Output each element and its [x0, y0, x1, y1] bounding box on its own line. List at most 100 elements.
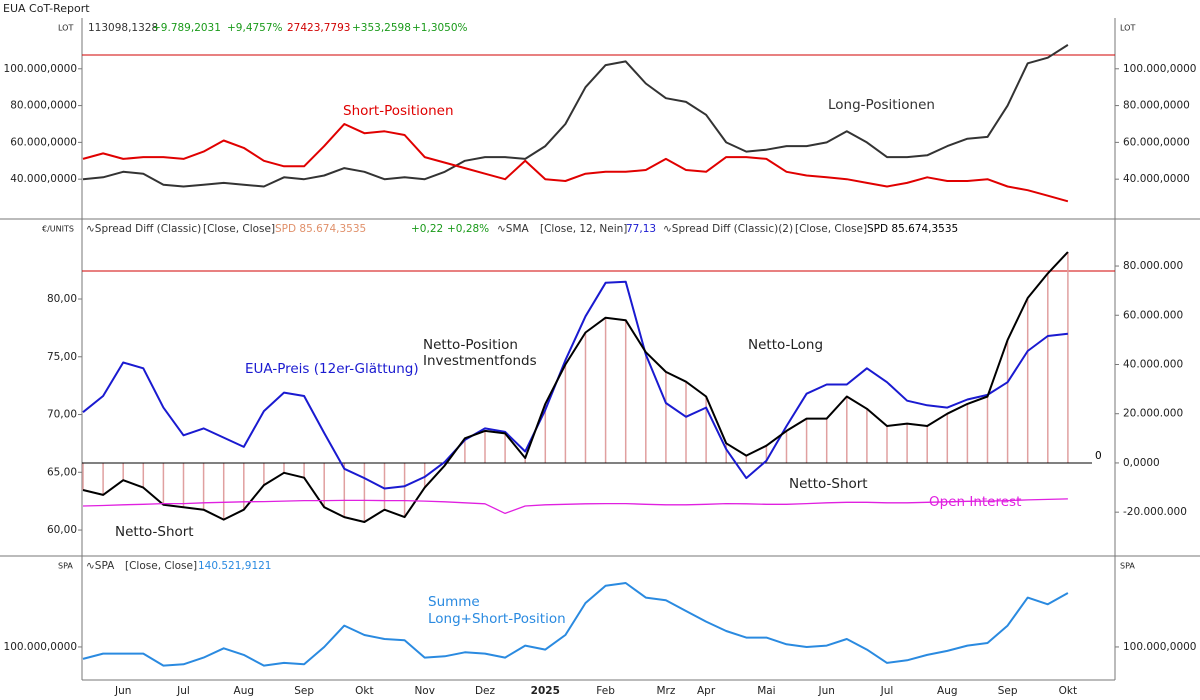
y2-axis-label: SPA	[1120, 562, 1135, 571]
bar	[544, 403, 547, 463]
x-tick-label: Okt	[1059, 685, 1077, 697]
header-value: +0,28%	[447, 223, 489, 235]
y2-tick-label: 60.000.000	[1123, 309, 1183, 321]
x-tick-label: Sep	[998, 685, 1018, 697]
header-value: +9.789,2031	[152, 22, 221, 34]
y2-tick-label: 80.000,0000	[1123, 100, 1190, 112]
series-label: Long-Positionen	[828, 97, 935, 113]
bar	[524, 458, 526, 463]
bar	[323, 462, 325, 508]
y2-tick-label: 80.000.000	[1123, 260, 1183, 272]
bar	[504, 433, 506, 463]
bar	[966, 403, 969, 463]
header-value: [Close, Close]	[203, 223, 275, 235]
bar	[624, 320, 627, 463]
x-tick-label: Jun	[817, 685, 834, 697]
bar	[82, 462, 84, 491]
y-tick-label: 100.000,0000	[4, 63, 77, 75]
series-line	[82, 251, 1069, 523]
y-axis-label: €/UNITS	[42, 225, 74, 234]
x-tick-label: Nov	[414, 685, 435, 697]
y2-tick-label: 40.000,0000	[1123, 173, 1190, 185]
bar	[866, 408, 868, 463]
annotation: Netto-Position	[423, 337, 518, 353]
chart-title: EUA CoT-Report	[3, 2, 90, 15]
x-tick-label: Aug	[234, 685, 255, 697]
bar	[102, 462, 104, 495]
y-tick-label: 60.000,0000	[10, 136, 77, 148]
bar	[1026, 298, 1029, 463]
y-axis-label: SPA	[58, 562, 73, 571]
header-value: [Close, Close]	[125, 560, 197, 572]
annotation: Long+Short-Position	[428, 611, 566, 627]
bar	[1067, 251, 1069, 463]
y2-tick-label: 60.000,0000	[1123, 136, 1190, 148]
bar	[363, 462, 366, 523]
x-tick-label: Mrz	[656, 685, 675, 697]
bar	[263, 462, 265, 486]
annotation: Netto-Long	[748, 337, 823, 353]
y-axis-label: LOT	[58, 24, 73, 33]
series-label: Short-Positionen	[343, 103, 454, 119]
x-tick-label: Jul	[176, 685, 190, 697]
annotation: Netto-Short	[789, 476, 868, 492]
y2-axis-label: LOT	[1120, 24, 1135, 33]
header-value: [Close, Close]	[795, 223, 867, 235]
header-value: ∿SMA	[497, 223, 530, 235]
series-label: Open Interest	[929, 494, 1021, 510]
bar	[182, 462, 185, 508]
bar	[484, 430, 486, 463]
series-label: EUA-Preis (12er-Glättung)	[245, 361, 419, 377]
bar	[705, 396, 707, 463]
y-tick-label: 80.000,0000	[10, 100, 77, 112]
header-value: [Close, 12, Nein]	[540, 223, 627, 235]
y2-tick-label: 40.000.000	[1123, 358, 1183, 370]
header-value: ∿Spread Diff (Classic)	[86, 223, 201, 235]
bar	[343, 462, 346, 518]
bar	[1047, 273, 1049, 463]
bar	[122, 462, 124, 481]
x-tick-label: 2025	[531, 685, 560, 697]
bar	[403, 462, 406, 518]
header-value: 140.521,9121	[198, 560, 271, 572]
annotation: Summe	[428, 594, 480, 610]
bar	[243, 462, 245, 510]
bar	[946, 413, 949, 463]
bar	[222, 462, 225, 520]
bar	[745, 455, 748, 463]
header-value: 113098,1328	[88, 22, 158, 34]
x-tick-label: Aug	[937, 685, 958, 697]
bar	[825, 418, 828, 463]
bar	[725, 443, 727, 463]
y2-tick-label: -20.000.000	[1123, 506, 1187, 518]
header-value: ∿SPA	[86, 560, 115, 572]
bar	[464, 438, 466, 463]
bar	[383, 462, 386, 510]
y-tick-label: 40.000,0000	[10, 173, 77, 185]
bar	[846, 396, 848, 463]
header-value: +353,2598	[352, 22, 411, 34]
x-tick-label: Okt	[355, 685, 373, 697]
header-value: +0,22	[411, 223, 443, 235]
bar	[765, 445, 768, 463]
bar	[986, 396, 989, 463]
y2-tick-label: 100.000,0000	[1123, 641, 1196, 653]
header-value: 77,13	[626, 223, 656, 235]
header-value: ∿Spread Diff (Classic)(2)	[663, 223, 793, 235]
bar	[805, 418, 808, 463]
y2-tick-label: 20.000.000	[1123, 408, 1183, 420]
y-tick-label: 100.000,0000	[4, 641, 77, 653]
header-value: 27423,7793	[287, 22, 350, 34]
bar	[1006, 339, 1009, 463]
y-tick-label: 65,00	[47, 466, 77, 478]
annotation: 0	[1095, 450, 1102, 462]
bar	[423, 462, 426, 488]
bar	[202, 462, 205, 510]
y2-tick-label: 100.000,0000	[1123, 63, 1196, 75]
header-value: +1,3050%	[412, 22, 468, 34]
header-value: SPD 85.674,3535	[275, 223, 366, 235]
y-tick-label: 70,00	[47, 409, 77, 421]
bar	[906, 423, 908, 463]
